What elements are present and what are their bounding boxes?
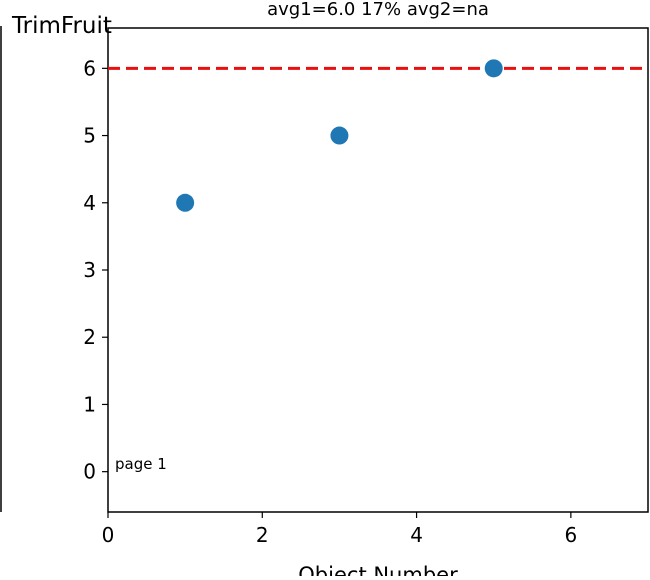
y-tick-label: 3 xyxy=(83,258,96,282)
x-axis: 0 2 4 6 xyxy=(102,512,577,547)
y-tick-label: 4 xyxy=(83,191,96,215)
y-tick-label: 6 xyxy=(83,56,96,80)
chart-title: avg1=6.0 17% avg2=na xyxy=(267,0,489,20)
y-tick-label: 2 xyxy=(83,325,96,349)
plot-frame xyxy=(107,27,649,513)
x-tick-label: 2 xyxy=(256,523,269,547)
x-tick-label: 0 xyxy=(102,523,115,547)
y-tick-label: 0 xyxy=(83,460,96,484)
y-tick-label: 1 xyxy=(83,392,96,416)
data-point xyxy=(176,193,195,212)
y-axis-label: TrimFruit xyxy=(11,13,112,39)
page-annotation: page 1 xyxy=(115,455,167,473)
data-point xyxy=(330,126,349,145)
data-points xyxy=(176,59,503,212)
y-tick-label: 5 xyxy=(83,124,96,148)
y-axis: 0 1 2 3 4 5 6 xyxy=(83,56,108,484)
x-axis-label: Object Number xyxy=(298,563,458,576)
x-tick-label: 6 xyxy=(564,523,577,547)
x-tick-label: 4 xyxy=(410,523,423,547)
data-point xyxy=(484,59,503,78)
